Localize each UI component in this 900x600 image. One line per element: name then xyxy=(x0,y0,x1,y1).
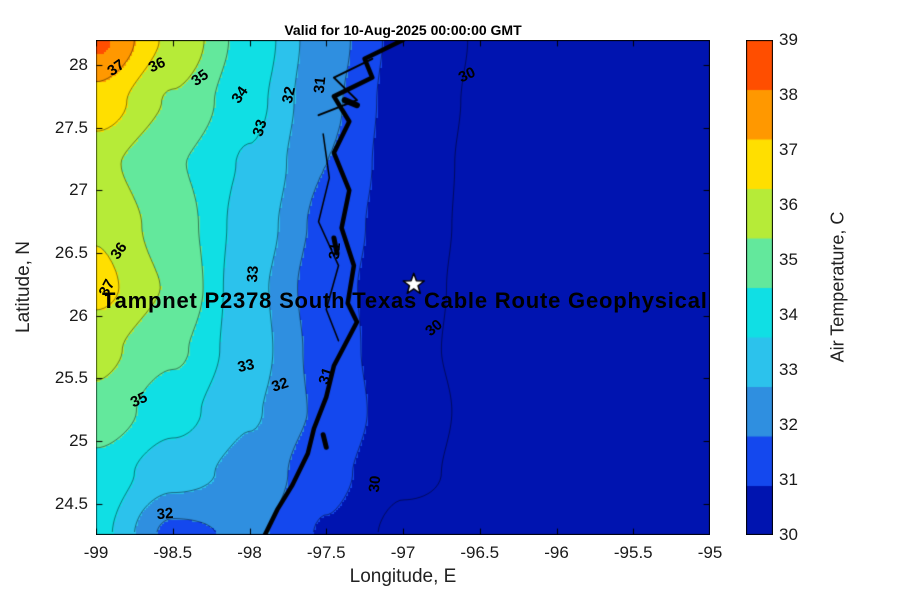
colorbar-label: Air Temperature, C xyxy=(827,211,848,363)
colorbar-tick-label: 38 xyxy=(779,85,798,104)
contour-label: 30 xyxy=(366,474,385,493)
contour-label: 33 xyxy=(243,265,262,284)
x-tick-label: -96.5 xyxy=(460,543,500,562)
y-tick-label: 25 xyxy=(69,431,88,450)
contour-label: 32 xyxy=(156,504,175,523)
x-tick-label: -95 xyxy=(697,543,723,562)
contour-label: 31 xyxy=(310,75,330,95)
x-tick-label: -97.5 xyxy=(306,543,346,562)
y-tick-label: 26.5 xyxy=(54,243,88,263)
colorbar-tick-label: 36 xyxy=(779,195,798,214)
contour-label: 31 xyxy=(326,241,345,260)
x-axis-label: Longitude, E xyxy=(349,566,457,587)
x-tick-label: -95.5 xyxy=(613,543,653,562)
plot-area xyxy=(96,40,710,535)
y-tick-label: 27 xyxy=(69,180,88,200)
x-tick-label: -96 xyxy=(544,543,569,562)
colorbar-tick-label: 30 xyxy=(779,525,798,544)
x-tick-label: -99 xyxy=(83,543,109,562)
colorbar-tick-label: 39 xyxy=(779,30,798,49)
colorbar-tick-label: 31 xyxy=(779,470,798,489)
colorbar xyxy=(746,40,773,535)
x-tick-label: -97 xyxy=(390,543,416,562)
y-tick-label: 28 xyxy=(69,55,88,75)
y-tick-label: 24.5 xyxy=(54,493,88,513)
y-tick-label: 25.5 xyxy=(54,368,88,388)
y-tick-label: 27.5 xyxy=(54,117,88,137)
colorbar-tick-label: 32 xyxy=(779,415,798,434)
x-tick-label: -98.5 xyxy=(153,543,193,562)
colorbar-tick-label: 35 xyxy=(779,250,798,269)
colorbar-tick-label: 37 xyxy=(779,140,798,159)
overlay-annotation: Tampnet P2378 South Texas Cable Route Ge… xyxy=(102,287,708,313)
y-axis-label: Latitude, N xyxy=(13,241,34,333)
colorbar-tick-label: 34 xyxy=(779,305,798,324)
chart-title: Valid for 10-Aug-2025 00:00:00 GMT xyxy=(284,22,522,38)
y-tick-label: 26 xyxy=(69,305,88,325)
x-tick-label: -98 xyxy=(237,543,262,562)
contour-map-canvas xyxy=(96,40,710,535)
colorbar-tick-label: 33 xyxy=(779,360,798,379)
